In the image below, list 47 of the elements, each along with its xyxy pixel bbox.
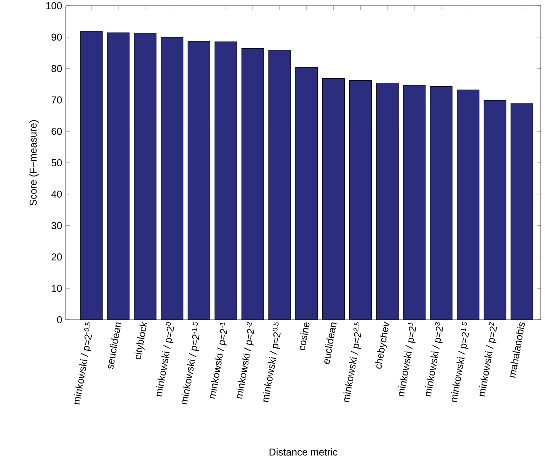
y-tick-label: 100 <box>46 2 62 10</box>
x-tick-label: minkowski / p=2$^{3}$ <box>425 322 444 397</box>
x-axis-title: Distance metric <box>270 448 338 456</box>
x-tick-label: mahalanobis <box>510 322 526 378</box>
bar <box>404 85 426 320</box>
bar <box>134 33 156 320</box>
x-tick-label: minkowski / p=2$^{1}$ <box>398 322 416 397</box>
x-tick-label: chebychev <box>375 322 390 369</box>
bar <box>242 48 264 320</box>
bar <box>322 78 345 320</box>
bar <box>296 68 318 320</box>
y-tick-label: 50 <box>52 159 62 167</box>
bar <box>80 31 103 320</box>
x-tick-label: minkowski / p=2$^{-1}$ <box>210 322 228 399</box>
x-tick-label: minkowski / p=2$^{2}$ <box>479 322 498 397</box>
bar <box>484 100 506 320</box>
bar <box>188 41 210 320</box>
x-tick-label: minkowski / p=2$^{-2}$ <box>236 322 255 400</box>
x-tick-label: cosine <box>300 322 310 350</box>
bar <box>215 42 238 320</box>
x-tick-label: euclidean <box>324 322 337 364</box>
y-tick-label: 30 <box>52 222 62 230</box>
x-tick-label: minkowski / p=2$^{-1.5}$ <box>182 322 200 405</box>
y-tick-label: 90 <box>52 34 62 41</box>
y-tick-label: 80 <box>52 65 62 72</box>
y-axis-title: Score (F−measure) <box>30 120 39 206</box>
y-tick-label: 70 <box>52 96 62 104</box>
x-tick-label: minkowski / p=2$^{0.5}$ <box>262 322 281 402</box>
x-tick-label: minkowski / p=2$^{2.5}$ <box>344 322 362 402</box>
bar <box>430 86 452 320</box>
x-tick-label: cityblock <box>134 322 148 360</box>
bar <box>268 50 291 320</box>
bar <box>350 80 372 320</box>
y-tick-label: 40 <box>52 190 62 198</box>
y-tick-label: 20 <box>52 254 62 261</box>
y-tick-label: 10 <box>52 285 62 292</box>
x-tick-label: minkowski / p=2$^{-0.5}$ <box>74 322 92 405</box>
bar <box>107 33 130 320</box>
x-tick-label: minkowski / p=2$^{0}$ <box>156 322 174 397</box>
bar <box>457 90 480 320</box>
x-tick-label: minkowski / p=2$^{1.5}$ <box>451 322 470 402</box>
bar <box>161 37 184 320</box>
y-tick-label: 0 <box>57 316 62 324</box>
x-tick-label: seuclidean <box>108 322 122 370</box>
bar <box>510 104 534 320</box>
y-tick-label: 60 <box>52 128 62 136</box>
bar <box>376 83 399 320</box>
